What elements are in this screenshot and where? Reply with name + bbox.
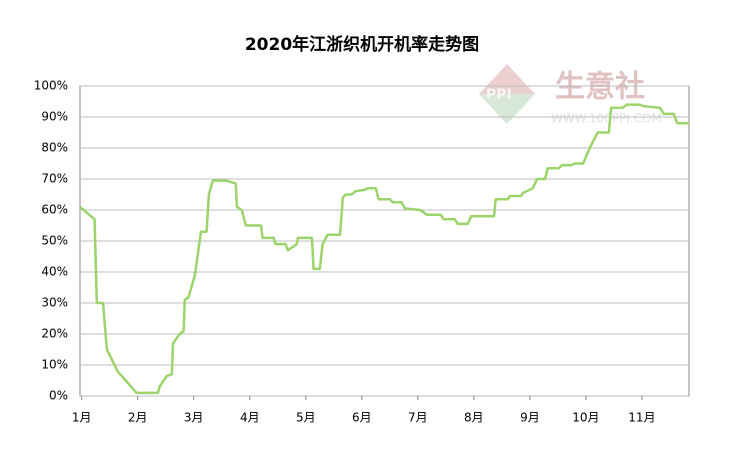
x-tick-label: 2月 (128, 411, 148, 425)
y-tick-label: 0% (49, 389, 68, 403)
x-tick-label: 7月 (408, 411, 428, 425)
x-tick-label: 8月 (464, 411, 484, 425)
x-tick-label: 1月 (72, 411, 92, 425)
watermark-brand: 生意社 (555, 70, 645, 105)
y-tick-label: 90% (41, 110, 68, 124)
chart-title: 2020年江浙织机开机率走势图 (245, 34, 479, 55)
y-tick-label: 40% (41, 265, 68, 279)
x-tick-label: 11月 (628, 411, 655, 425)
data-line (79, 103, 689, 395)
watermark-logo-text: PPI (486, 87, 512, 103)
y-tick-label: 100% (34, 79, 68, 93)
y-tick-label: 80% (41, 141, 68, 155)
x-tick-label: 3月 (184, 411, 204, 425)
y-tick-label: 50% (41, 234, 68, 248)
y-tick-label: 70% (41, 172, 68, 186)
watermark-logo (479, 94, 535, 124)
x-tick-label: 10月 (572, 411, 599, 425)
watermark-url: WWW.100PPI.COM (551, 112, 662, 126)
y-tick-label: 30% (41, 296, 68, 310)
y-tick-label: 10% (41, 358, 68, 372)
x-tick-label: 6月 (352, 411, 372, 425)
x-tick-label: 5月 (296, 411, 316, 425)
y-tick-label: 60% (41, 203, 68, 217)
watermark: PPI 生意社 WWW.100PPI.COM (479, 64, 662, 126)
x-tick-label: 9月 (520, 411, 540, 425)
y-tick-label: 20% (41, 327, 68, 341)
x-tick-label: 4月 (240, 411, 260, 425)
